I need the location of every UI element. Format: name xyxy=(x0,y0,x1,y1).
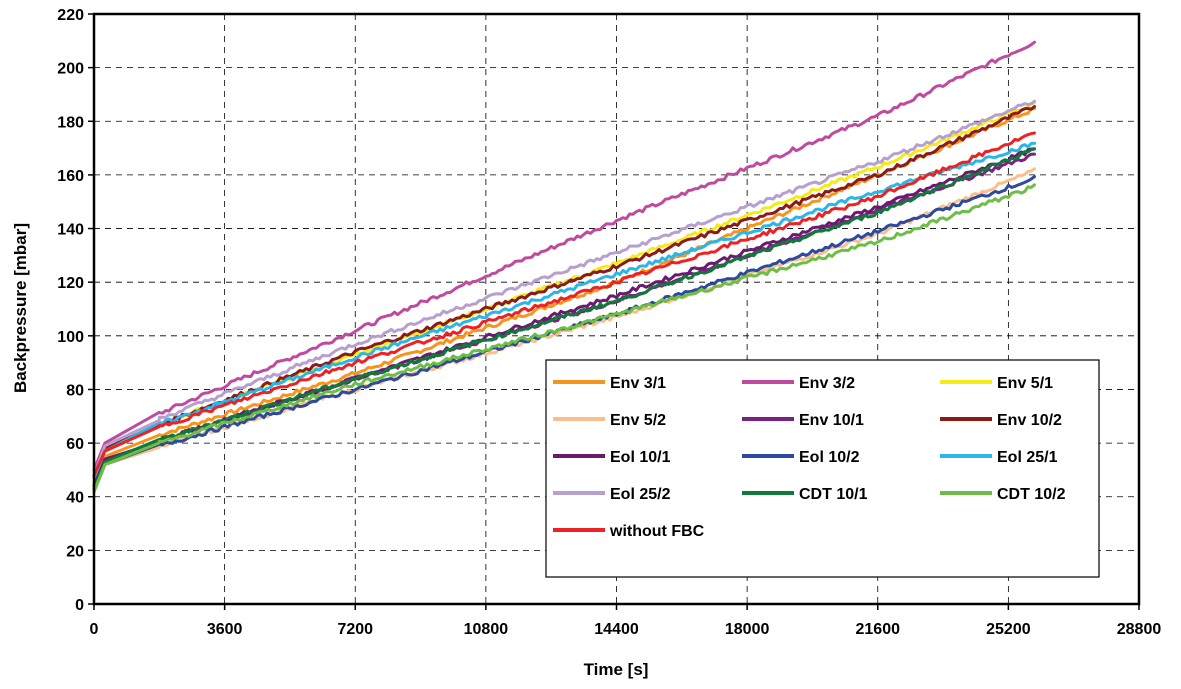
series-layer xyxy=(92,40,1036,493)
series-line-env-10-2 xyxy=(92,105,1036,477)
legend: Env 3/1 Env 3/2 Env 5/1 Env 5/2 Env 10/1 Env … xyxy=(545,359,1100,578)
legend-label: Eol 25/2 xyxy=(610,486,671,503)
y-tick-label: 180 xyxy=(57,114,84,131)
legend-label: CDT 10/1 xyxy=(799,486,868,503)
y-tick-label: 200 xyxy=(57,61,84,78)
y-tick-label: 140 xyxy=(57,222,84,239)
series-line-cdt-10-1 xyxy=(92,147,1036,491)
legend-label: Eol 10/1 xyxy=(610,449,671,466)
x-axis-title: Time [s] xyxy=(584,660,649,679)
legend-label: Env 10/2 xyxy=(997,412,1062,429)
x-tick-label: 14400 xyxy=(594,621,639,638)
x-tick-label: 10800 xyxy=(464,621,509,638)
x-tick-label: 21600 xyxy=(856,621,901,638)
y-tick-label: 160 xyxy=(57,168,84,185)
x-tick-label: 7200 xyxy=(337,621,373,638)
x-tick-label: 28800 xyxy=(1117,621,1162,638)
legend-label: Env 5/2 xyxy=(610,412,666,429)
y-tick-label: 80 xyxy=(66,382,84,399)
series-line-cdt-10-2 xyxy=(92,183,1036,493)
x-tick-label: 0 xyxy=(90,621,99,638)
y-tick-label: 20 xyxy=(66,543,84,560)
x-tick-label: 18000 xyxy=(725,621,770,638)
legend-label: Env 5/1 xyxy=(997,375,1053,392)
y-tick-label: 100 xyxy=(57,329,84,346)
legend-label: CDT 10/2 xyxy=(997,486,1066,503)
series-line-env-3-2 xyxy=(92,40,1036,472)
y-tick-label: 0 xyxy=(75,597,84,614)
y-tick-label: 220 xyxy=(57,7,84,24)
legend-box xyxy=(545,359,1100,578)
series-line-without-fbc xyxy=(92,131,1036,477)
x-tick-label: 25200 xyxy=(986,621,1031,638)
legend-label: Env 3/1 xyxy=(610,375,666,392)
legend-label: Env 3/2 xyxy=(799,375,855,392)
legend-label: without FBC xyxy=(609,523,705,540)
y-axis-title: Backpressure [mbar] xyxy=(11,223,30,393)
y-tick-label: 120 xyxy=(57,275,84,292)
x-tick-label: 3600 xyxy=(207,621,243,638)
y-tick-label: 40 xyxy=(66,490,84,507)
legend-label: Env 10/1 xyxy=(799,412,864,429)
y-tick-label: 60 xyxy=(66,436,84,453)
legend-label: Eol 25/1 xyxy=(997,449,1058,466)
axis-layer: 0 20 40 60 80 100 120 140 160 180 200 220 0 3600 7200 1… xyxy=(57,7,1161,638)
series-line-eol-25-2 xyxy=(92,99,1036,477)
series-line-eol-25-1 xyxy=(92,141,1036,480)
legend-label: Eol 10/2 xyxy=(799,449,860,466)
